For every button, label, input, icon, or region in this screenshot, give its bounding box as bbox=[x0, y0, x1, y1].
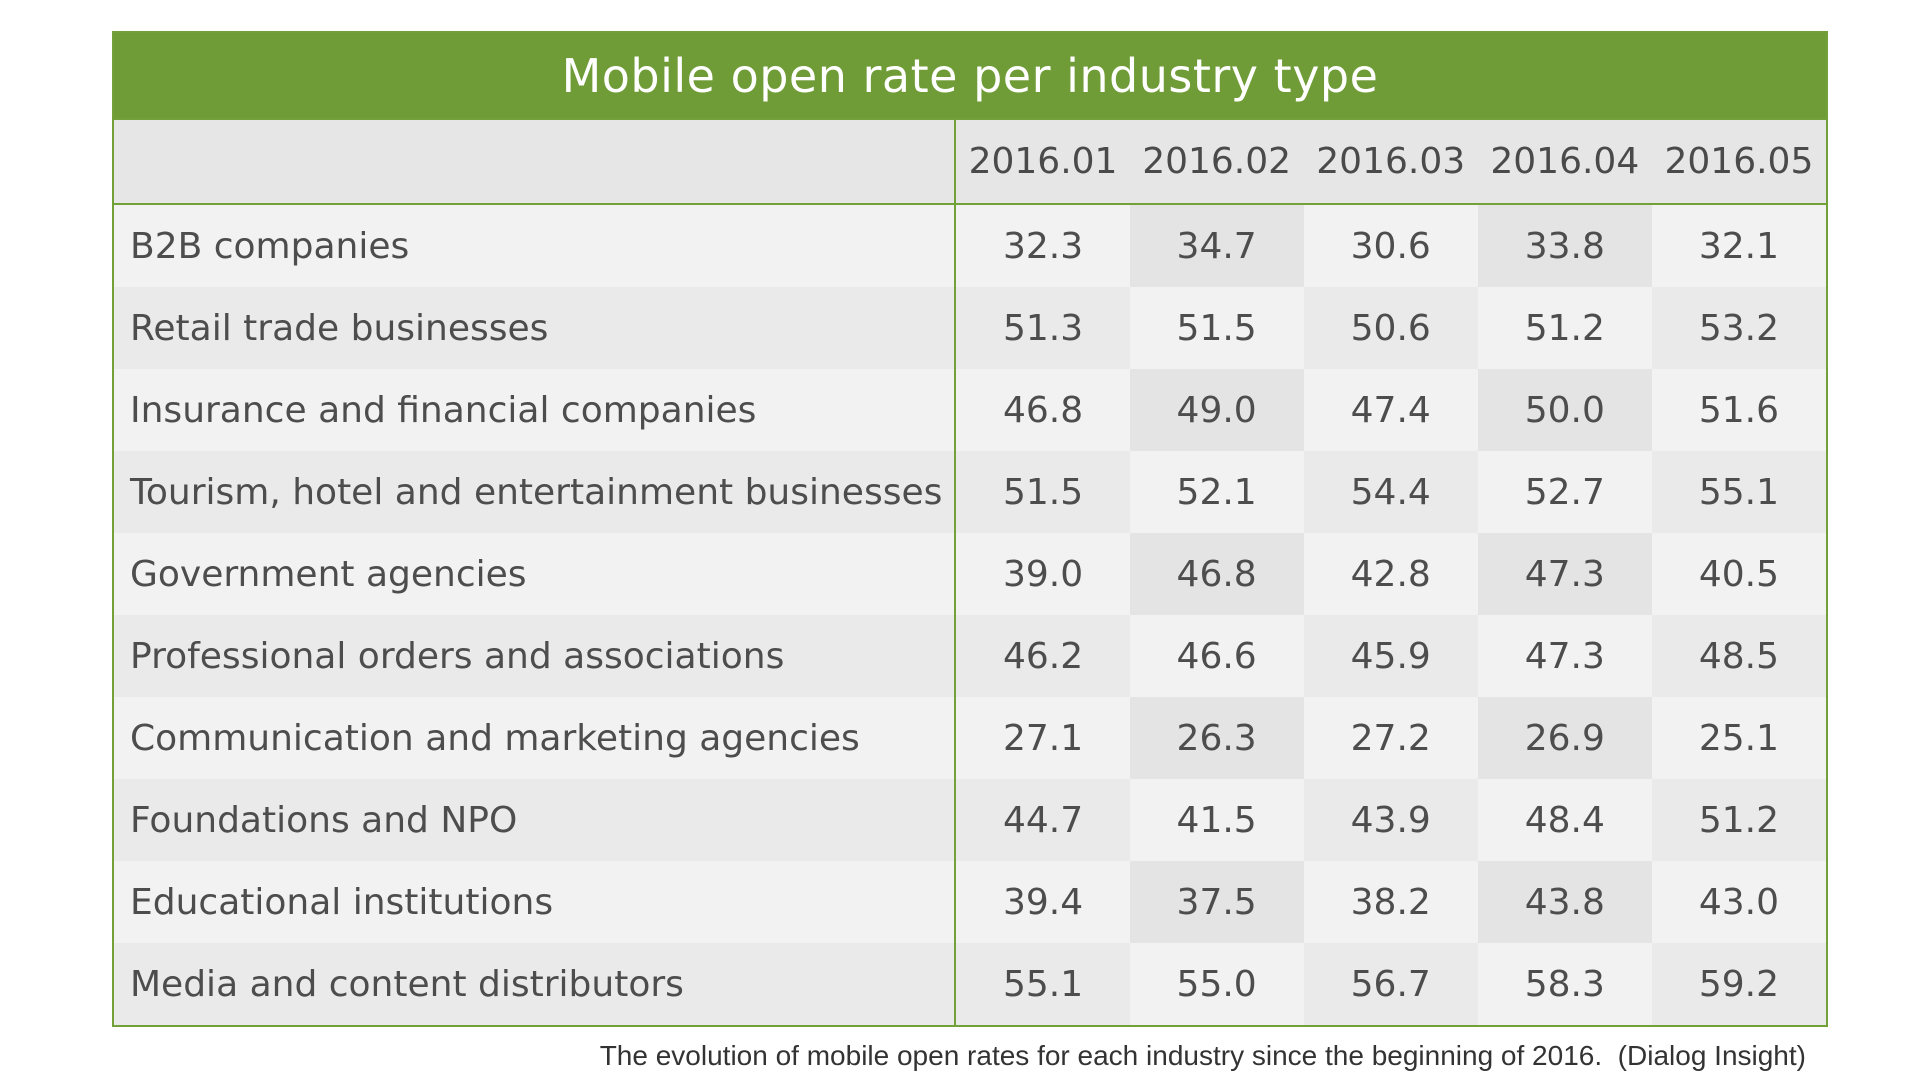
table-cell: 37.5 bbox=[1129, 861, 1304, 943]
column-header: 2016.03 bbox=[1303, 118, 1478, 205]
table-cell: 59.2 bbox=[1651, 943, 1826, 1025]
table-row: Media and content distributors 55.1 55.0 56… bbox=[114, 943, 1826, 1025]
table-cell: 56.7 bbox=[1303, 943, 1478, 1025]
table-cell: 51.5 bbox=[1129, 287, 1304, 369]
table-cell: 38.2 bbox=[1303, 861, 1478, 943]
column-header: 2016.04 bbox=[1477, 118, 1652, 205]
table-cell: 43.9 bbox=[1303, 779, 1478, 861]
table-cell: 51.6 bbox=[1651, 369, 1826, 451]
table-row: Foundations and NPO 44.7 41.5 43.9 48.4 51.2 bbox=[114, 779, 1826, 861]
table-cell: 51.2 bbox=[1477, 287, 1652, 369]
table-cell: 32.1 bbox=[1651, 204, 1826, 287]
row-label: Tourism, hotel and entertainment busines… bbox=[114, 451, 957, 533]
table-cell: 39.0 bbox=[955, 533, 1130, 615]
table-row: B2B companies 32.3 34.7 30.6 33.8 32.1 bbox=[114, 204, 1826, 287]
table-cell: 33.8 bbox=[1477, 204, 1652, 287]
row-label: B2B companies bbox=[114, 204, 957, 287]
table-row: Insurance and financial companies 46.8 49.… bbox=[114, 369, 1826, 451]
table-cell: 43.8 bbox=[1477, 861, 1652, 943]
row-label: Retail trade businesses bbox=[114, 287, 957, 369]
table-row: Communication and marketing agencies 27.1… bbox=[114, 697, 1826, 779]
table-cell: 51.3 bbox=[955, 287, 1130, 369]
table-cell: 47.3 bbox=[1477, 615, 1652, 697]
row-label: Professional orders and associations bbox=[114, 615, 957, 697]
column-header: 2016.02 bbox=[1129, 118, 1304, 205]
table-cell: 46.8 bbox=[955, 369, 1130, 451]
table-row: Retail trade businesses 51.3 51.5 50.6 51.2 5… bbox=[114, 287, 1826, 369]
column-header: 2016.01 bbox=[955, 118, 1130, 205]
column-header: 2016.05 bbox=[1651, 118, 1826, 205]
table-cell: 46.6 bbox=[1129, 615, 1304, 697]
header-row: 2016.01 2016.02 2016.03 2016.04 2016.05 bbox=[114, 118, 1826, 205]
table-row: Government agencies 39.0 46.8 42.8 47.3 40.5 bbox=[114, 533, 1826, 615]
table-cell: 39.4 bbox=[955, 861, 1130, 943]
table-cell: 55.1 bbox=[955, 943, 1130, 1025]
row-label: Government agencies bbox=[114, 533, 957, 615]
table-cell: 40.5 bbox=[1651, 533, 1826, 615]
table-cell: 46.2 bbox=[955, 615, 1130, 697]
rate-table-container: Mobile open rate per industry type 2016.… bbox=[112, 31, 1828, 1027]
table-cell: 55.1 bbox=[1651, 451, 1826, 533]
row-label: Educational institutions bbox=[114, 861, 957, 943]
table-title: Mobile open rate per industry type bbox=[114, 33, 1826, 118]
table-cell: 58.3 bbox=[1477, 943, 1652, 1025]
table-cell: 48.4 bbox=[1477, 779, 1652, 861]
table-cell: 32.3 bbox=[955, 204, 1130, 287]
table-cell: 52.7 bbox=[1477, 451, 1652, 533]
table-row: Tourism, hotel and entertainment busines… bbox=[114, 451, 1826, 533]
rate-table: 2016.01 2016.02 2016.03 2016.04 2016.05 … bbox=[114, 118, 1826, 1025]
table-row: Professional orders and associations 46.2… bbox=[114, 615, 1826, 697]
table-cell: 25.1 bbox=[1651, 697, 1826, 779]
table-cell: 52.1 bbox=[1129, 451, 1304, 533]
table-cell: 27.2 bbox=[1303, 697, 1478, 779]
table-cell: 43.0 bbox=[1651, 861, 1826, 943]
row-label: Insurance and financial companies bbox=[114, 369, 957, 451]
table-cell: 42.8 bbox=[1303, 533, 1478, 615]
table-cell: 54.4 bbox=[1303, 451, 1478, 533]
header-corner-cell bbox=[114, 118, 957, 205]
table-cell: 34.7 bbox=[1129, 204, 1304, 287]
table-cell: 49.0 bbox=[1129, 369, 1304, 451]
table-cell: 30.6 bbox=[1303, 204, 1478, 287]
table-cell: 41.5 bbox=[1129, 779, 1304, 861]
table-cell: 44.7 bbox=[955, 779, 1130, 861]
row-label: Communication and marketing agencies bbox=[114, 697, 957, 779]
table-cell: 50.0 bbox=[1477, 369, 1652, 451]
row-label: Foundations and NPO bbox=[114, 779, 957, 861]
table-caption: The evolution of mobile open rates for e… bbox=[599, 1040, 1806, 1071]
table-cell: 48.5 bbox=[1651, 615, 1826, 697]
table-cell: 47.4 bbox=[1303, 369, 1478, 451]
table-body: B2B companies 32.3 34.7 30.6 33.8 32.1 Retail … bbox=[114, 204, 1826, 1025]
table-cell: 51.5 bbox=[955, 451, 1130, 533]
row-label: Media and content distributors bbox=[114, 943, 957, 1025]
table-cell: 53.2 bbox=[1651, 287, 1826, 369]
table-cell: 45.9 bbox=[1303, 615, 1478, 697]
table-cell: 50.6 bbox=[1303, 287, 1478, 369]
table-cell: 26.9 bbox=[1477, 697, 1652, 779]
table-cell: 27.1 bbox=[955, 697, 1130, 779]
table-cell: 46.8 bbox=[1129, 533, 1304, 615]
table-cell: 51.2 bbox=[1651, 779, 1826, 861]
table-row: Educational institutions 39.4 37.5 38.2 43.8… bbox=[114, 861, 1826, 943]
table-cell: 26.3 bbox=[1129, 697, 1304, 779]
table-cell: 47.3 bbox=[1477, 533, 1652, 615]
table-cell: 55.0 bbox=[1129, 943, 1304, 1025]
